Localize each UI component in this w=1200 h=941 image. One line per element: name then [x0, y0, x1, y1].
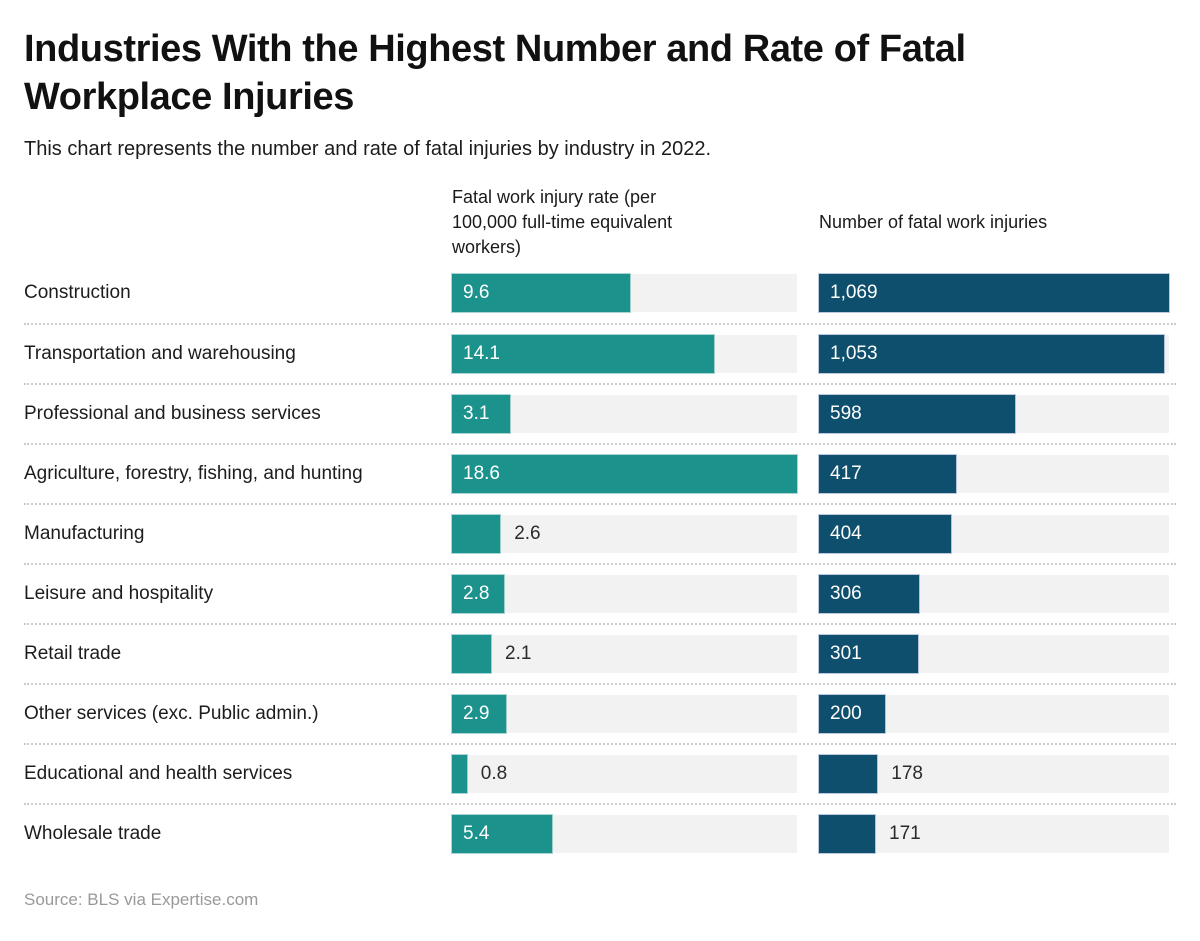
count-bar-track: 404 — [819, 515, 1169, 553]
rate-value-label: 2.8 — [463, 583, 490, 604]
category-label: Other services (exc. Public admin.) — [24, 703, 319, 724]
count-bar-track: 301 — [819, 635, 1169, 673]
rate-bar — [452, 395, 510, 433]
page-title: Industries With the Highest Number and R… — [24, 28, 966, 118]
industry-row: Retail trade 2.1 301 — [24, 623, 1176, 683]
count-value-label: 171 — [889, 823, 921, 844]
count-column-header: Number of fatal work injuries — [819, 212, 1048, 232]
rate-bar-track: 18.6 — [452, 455, 797, 493]
count-bar-track: 1,069 — [819, 274, 1169, 312]
category-label: Retail trade — [24, 643, 122, 664]
count-bar — [819, 695, 885, 733]
rate-bar-track: 2.9 — [452, 695, 797, 733]
rate-value-label: 2.6 — [514, 523, 541, 544]
count-value-label: 1,069 — [830, 282, 878, 303]
rate-bar — [452, 274, 631, 312]
count-bar-track: 306 — [819, 575, 1169, 613]
count-value-label: 1,053 — [830, 343, 878, 364]
industry-row: Educational and health services 0.8 178 — [24, 743, 1176, 803]
count-bar-track: 598 — [819, 395, 1169, 433]
count-value-label: 417 — [830, 463, 862, 484]
count-bar-track: 1,053 — [819, 335, 1169, 373]
rate-value-label: 5.4 — [463, 823, 490, 844]
rate-value-label: 18.6 — [463, 463, 500, 484]
count-bar — [819, 755, 878, 793]
count-bar — [819, 815, 875, 853]
industry-row: Wholesale trade 5.4 171 — [24, 803, 1176, 863]
industry-row: Agriculture, forestry, fishing, and hunt… — [24, 443, 1176, 503]
count-bar-track: 178 — [819, 755, 1169, 793]
rate-bar-track: 14.1 — [452, 335, 797, 373]
count-value-label: 301 — [830, 643, 862, 664]
rate-bar-track: 5.4 — [452, 815, 797, 853]
category-label: Agriculture, forestry, fishing, and hunt… — [24, 463, 363, 484]
category-label: Leisure and hospitality — [24, 583, 214, 604]
count-value-label: 200 — [830, 703, 862, 724]
rate-bar-track: 2.1 — [452, 635, 797, 673]
industry-row: Transportation and warehousing 14.1 1,05… — [24, 323, 1176, 383]
rate-bar — [452, 815, 553, 853]
rate-value-label: 2.1 — [505, 643, 532, 664]
rate-value-label: 0.8 — [480, 763, 508, 784]
chart-subtitle: This chart represents the number and rat… — [24, 138, 712, 160]
rate-value-label: 9.6 — [463, 282, 490, 303]
source-note: Source: BLS via Expertise.com — [24, 890, 259, 909]
category-label: Educational and health services — [24, 763, 293, 784]
industry-row: Manufacturing 2.6 404 — [24, 503, 1176, 563]
category-label: Manufacturing — [24, 523, 145, 544]
count-bar — [819, 274, 1169, 312]
column-headers: Fatal work injury rate (per 100,000 full… — [24, 185, 1176, 260]
category-label: Professional and business services — [24, 403, 321, 424]
industry-row: Construction 9.6 1,069 — [24, 263, 1176, 323]
rate-bar-track: 3.1 — [452, 395, 797, 433]
industry-row: Leisure and hospitality 2.8 306 — [24, 563, 1176, 623]
category-label: Construction — [24, 282, 131, 303]
rate-bar — [452, 335, 714, 373]
rate-value-label: 2.9 — [463, 703, 490, 724]
count-bar — [819, 455, 956, 493]
category-label: Transportation and warehousing — [24, 343, 296, 364]
rate-bar — [452, 635, 491, 673]
rate-column-header: Fatal work injury rate (per 100,000 full… — [452, 187, 673, 257]
count-bar-track: 171 — [819, 815, 1169, 853]
count-bar-track: 200 — [819, 695, 1169, 733]
count-bar — [819, 335, 1164, 373]
count-value-label: 404 — [830, 523, 862, 544]
rate-bar — [452, 695, 506, 733]
count-bar — [819, 635, 918, 673]
rate-bar-track: 0.8 — [452, 755, 797, 793]
rate-bar-track: 2.6 — [452, 515, 797, 553]
rate-bar — [452, 575, 504, 613]
rate-bar — [452, 455, 797, 493]
industry-row: Other services (exc. Public admin.) 2.9 … — [24, 683, 1176, 743]
rate-bar-track: 2.8 — [452, 575, 797, 613]
rate-bar — [452, 755, 467, 793]
count-bar — [819, 515, 952, 553]
rate-bar-track: 9.6 — [452, 274, 797, 312]
count-bar-track: 417 — [819, 455, 1169, 493]
count-value-label: 178 — [891, 763, 923, 784]
rate-bar — [452, 515, 501, 553]
count-bar — [819, 575, 920, 613]
category-label: Wholesale trade — [24, 823, 162, 844]
industry-row: Professional and business services 3.1 5… — [24, 383, 1176, 443]
rate-value-label: 3.1 — [463, 403, 490, 424]
bar-rows: Construction 9.6 1,069 Transportation an… — [24, 263, 1176, 863]
rate-value-label: 14.1 — [463, 343, 500, 364]
count-bar — [819, 395, 1015, 433]
count-value-label: 598 — [830, 403, 862, 424]
count-value-label: 306 — [830, 583, 862, 604]
